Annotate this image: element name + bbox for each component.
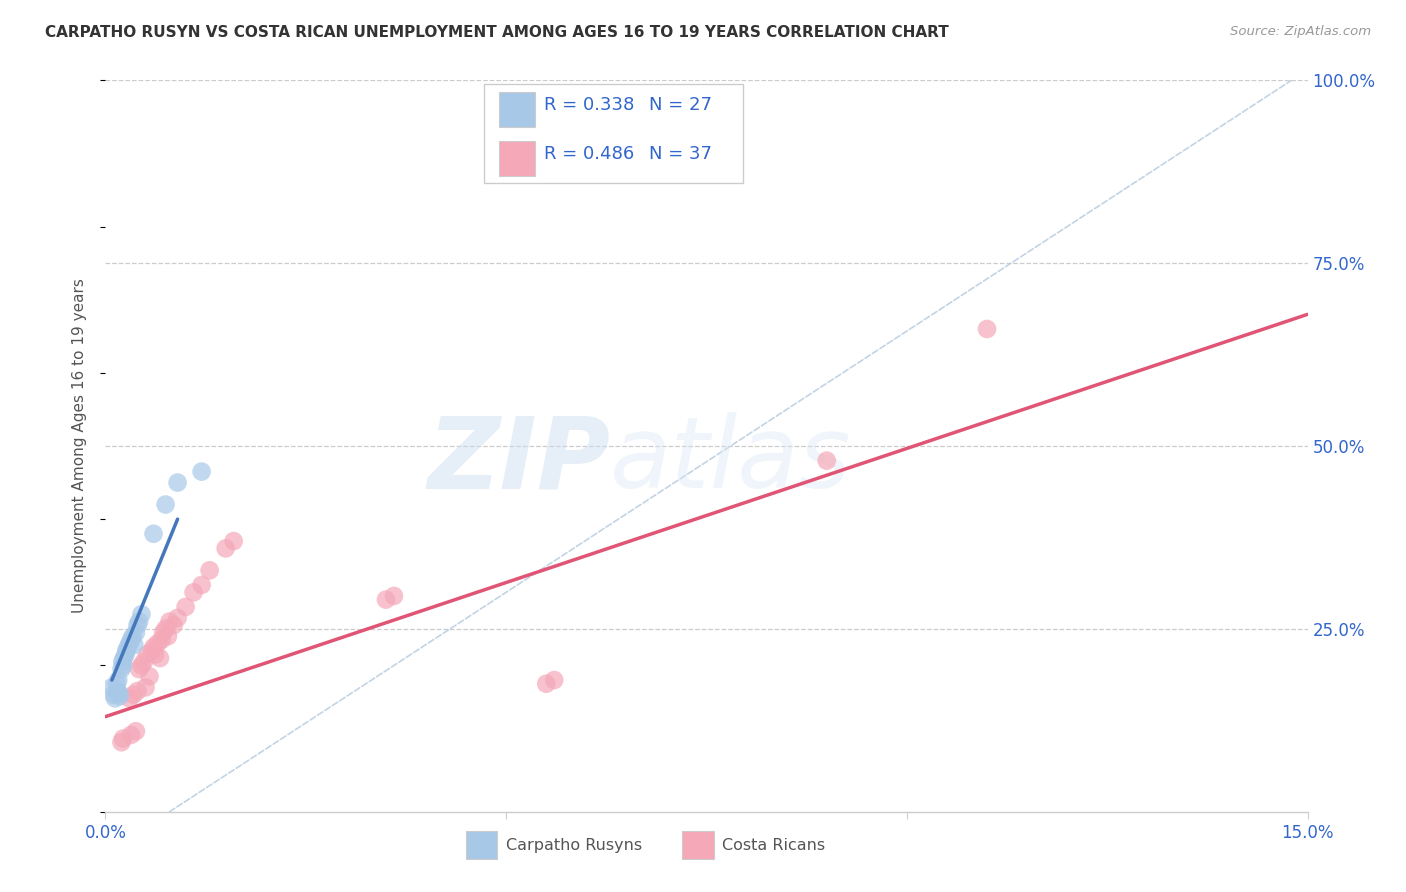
Point xyxy=(128,662,150,676)
Point xyxy=(155,622,177,636)
Point xyxy=(120,632,142,647)
Text: atlas: atlas xyxy=(610,412,852,509)
Text: R = 0.486: R = 0.486 xyxy=(544,145,634,163)
Point xyxy=(103,688,125,702)
Text: N = 27: N = 27 xyxy=(648,96,711,114)
Point xyxy=(107,684,129,698)
Point xyxy=(131,658,153,673)
Point xyxy=(150,632,173,647)
Point xyxy=(141,644,163,658)
Point xyxy=(166,475,188,490)
Point xyxy=(117,640,139,655)
Point xyxy=(125,625,148,640)
Point xyxy=(121,629,143,643)
Point xyxy=(112,651,135,665)
Point xyxy=(149,651,172,665)
Point xyxy=(142,640,165,655)
Point xyxy=(543,673,565,687)
Point xyxy=(142,526,165,541)
Point xyxy=(127,618,149,632)
Point xyxy=(108,689,131,703)
Point xyxy=(152,625,174,640)
Point xyxy=(120,728,142,742)
Point xyxy=(166,611,188,625)
Point xyxy=(138,669,160,683)
Point xyxy=(132,655,155,669)
Point xyxy=(198,563,221,577)
Point xyxy=(110,662,132,676)
Point xyxy=(143,648,166,662)
Point xyxy=(108,686,131,700)
Point xyxy=(183,585,205,599)
Point xyxy=(159,615,181,629)
Point xyxy=(115,644,138,658)
Point xyxy=(815,453,838,467)
Point xyxy=(382,589,405,603)
Point xyxy=(136,648,159,662)
Point xyxy=(128,615,150,629)
Point xyxy=(104,691,127,706)
Point xyxy=(112,658,135,673)
Point xyxy=(122,688,145,702)
Text: CARPATHO RUSYN VS COSTA RICAN UNEMPLOYMENT AMONG AGES 16 TO 19 YEARS CORRELATION: CARPATHO RUSYN VS COSTA RICAN UNEMPLOYME… xyxy=(45,25,949,40)
Text: Costa Ricans: Costa Ricans xyxy=(723,838,825,853)
Point xyxy=(155,498,177,512)
Point xyxy=(976,322,998,336)
Text: N = 37: N = 37 xyxy=(648,145,711,163)
Point xyxy=(162,618,184,632)
Point xyxy=(222,534,245,549)
Point xyxy=(174,599,197,614)
Point xyxy=(112,731,135,746)
Text: ZIP: ZIP xyxy=(427,412,610,509)
Point xyxy=(534,676,557,690)
Text: Carpatho Rusyns: Carpatho Rusyns xyxy=(506,838,643,853)
Point xyxy=(190,578,212,592)
Point xyxy=(125,724,148,739)
Y-axis label: Unemployment Among Ages 16 to 19 years: Unemployment Among Ages 16 to 19 years xyxy=(72,278,87,614)
Point xyxy=(156,629,179,643)
Point xyxy=(105,676,128,690)
Text: Source: ZipAtlas.com: Source: ZipAtlas.com xyxy=(1230,25,1371,38)
Point xyxy=(214,541,236,556)
Point xyxy=(101,681,124,695)
Point xyxy=(110,735,132,749)
Point xyxy=(146,636,169,650)
Bar xyxy=(465,831,498,859)
Bar xyxy=(499,141,534,177)
Bar xyxy=(499,92,534,127)
Point xyxy=(135,681,157,695)
Point xyxy=(107,673,129,687)
Bar xyxy=(682,831,714,859)
Point xyxy=(118,691,141,706)
Point xyxy=(190,465,212,479)
FancyBboxPatch shape xyxy=(484,84,742,183)
Point xyxy=(127,684,149,698)
Text: R = 0.338: R = 0.338 xyxy=(544,96,634,114)
Point xyxy=(131,607,153,622)
Point xyxy=(124,638,146,652)
Point xyxy=(111,655,134,669)
Point xyxy=(114,648,136,662)
Point xyxy=(118,636,141,650)
Point xyxy=(374,592,398,607)
